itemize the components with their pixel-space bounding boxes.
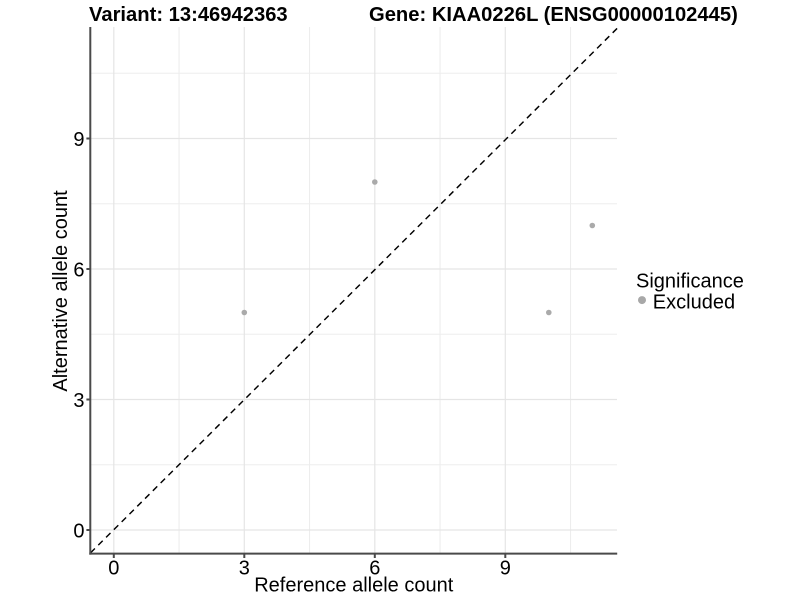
svg-text:Significance: Significance (636, 270, 744, 292)
svg-text:6: 6 (73, 260, 84, 282)
svg-text:9: 9 (73, 129, 84, 151)
svg-text:Variant: 13:46942363: Variant: 13:46942363 (89, 4, 288, 26)
svg-text:3: 3 (239, 558, 250, 580)
svg-text:0: 0 (73, 521, 84, 543)
svg-text:Reference allele count: Reference allele count (254, 575, 453, 597)
svg-text:6: 6 (369, 558, 380, 580)
svg-text:0: 0 (108, 558, 119, 580)
svg-text:Gene: KIAA0226L (ENSG000001024: Gene: KIAA0226L (ENSG00000102445) (369, 4, 738, 26)
svg-text:Alternative allele count: Alternative allele count (50, 190, 72, 392)
svg-text:9: 9 (500, 558, 511, 580)
svg-text:Excluded: Excluded (653, 291, 735, 313)
svg-text:3: 3 (73, 390, 84, 412)
